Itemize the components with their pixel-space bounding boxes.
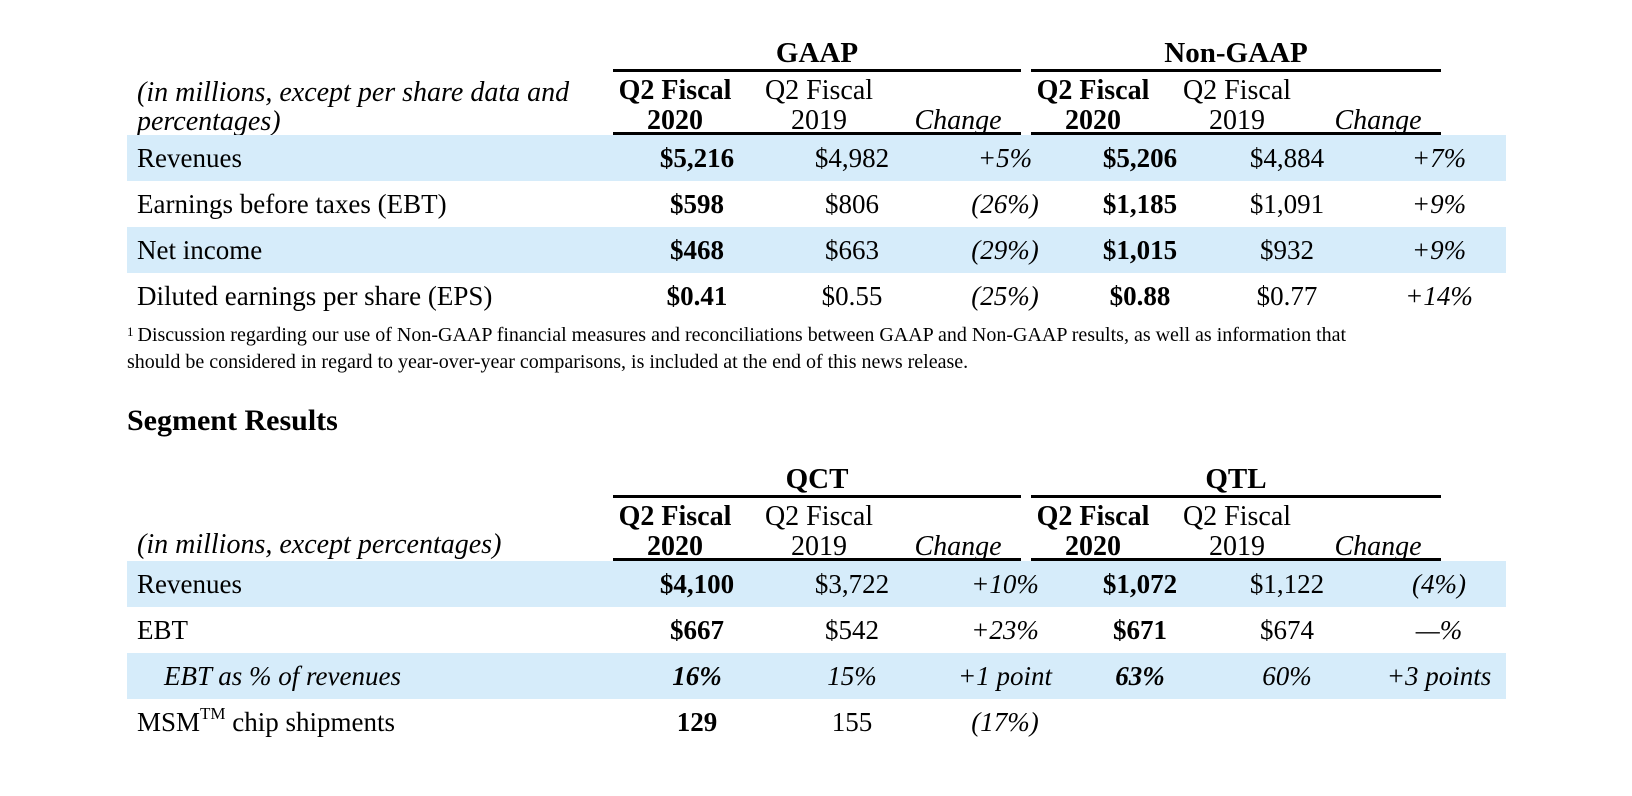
- cell-qct-2019: 155: [831, 707, 873, 737]
- header-rule-qtl: [1031, 558, 1441, 561]
- row-label: EBT as % of revenues: [164, 661, 401, 691]
- cell-nongaap-change: +9%: [1411, 235, 1467, 265]
- col-header-nongaap-q2-2020: Q2 Fiscal 2020: [1036, 75, 1150, 136]
- cell-gaap-change: (26%): [971, 189, 1039, 219]
- cell-gaap-2020: $0.41: [666, 281, 728, 311]
- cell-nongaap-2020: $1,185: [1102, 189, 1178, 219]
- row-label: Net income: [137, 235, 263, 265]
- cell-qtl-2019: $1,122: [1249, 569, 1325, 599]
- cell-gaap-2019: $806: [825, 189, 879, 219]
- cell-qct-2020: $667: [670, 615, 724, 645]
- group-rule-qtl: [1031, 495, 1441, 498]
- group-rule-qct: [613, 495, 1021, 498]
- col-header-qct-q2-2020: Q2 Fiscal 2020: [618, 501, 732, 562]
- row-label: Revenues: [137, 569, 242, 599]
- cell-gaap-change: +5%: [977, 143, 1033, 173]
- cell-gaap-2020: $468: [670, 235, 724, 265]
- cell-qtl-2019: [1217, 699, 1357, 745]
- col-header-qtl-q2-2019: Q2 Fiscal 2019: [1182, 501, 1292, 562]
- table-row: MSMTM chip shipments 129 155 (17%): [127, 699, 1506, 745]
- group-header-qct: QCT: [785, 463, 849, 495]
- gaap-results-table: GAAP Non-GAAP (in millions, except per s…: [127, 30, 1506, 320]
- footnote-line-1: 1 Discussion regarding our use of Non-GAA…: [127, 324, 1347, 346]
- cell-gaap-change: (25%): [971, 281, 1039, 311]
- row-label: MSMTM chip shipments: [137, 704, 396, 737]
- table-row: EBT $667 $542 +23% $671 $674 —%: [127, 607, 1506, 653]
- table-row: Earnings before taxes (EBT) $598 $806 (2…: [127, 181, 1506, 227]
- row-label: Diluted earnings per share (EPS): [137, 281, 493, 311]
- cell-nongaap-2020: $5,206: [1102, 143, 1178, 173]
- group-rule-non-gaap: [1031, 69, 1441, 72]
- cell-nongaap-2019: $932: [1260, 235, 1314, 265]
- cell-qct-2020: 129: [676, 707, 718, 737]
- cell-qtl-2020: 63%: [1115, 661, 1165, 691]
- table-row: Revenues $4,100 $3,722 +10% $1,072 $1,12…: [127, 561, 1506, 607]
- footnote-line-2: should be considered in regard to year-o…: [127, 351, 969, 373]
- col-header-gaap-q2-2020: Q2 Fiscal 2020: [618, 75, 732, 136]
- cell-nongaap-2019: $0.77: [1256, 281, 1318, 311]
- unit-label: (in millions, except percentages): [137, 529, 502, 560]
- cell-gaap-2019: $663: [825, 235, 879, 265]
- cell-nongaap-2019: $1,091: [1249, 189, 1325, 219]
- cell-qtl-2020: $1,072: [1102, 569, 1178, 599]
- cell-qct-change: +23%: [971, 615, 1039, 645]
- footnote: 1 Discussion regarding our use of Non-GAA…: [127, 322, 1427, 376]
- col-header-qtl-change: Change: [1334, 531, 1422, 562]
- cell-qtl-2020: $671: [1113, 615, 1167, 645]
- cell-qtl-change: +3 points: [1386, 661, 1492, 691]
- cell-nongaap-change: +9%: [1411, 189, 1467, 219]
- cell-nongaap-2020: $1,015: [1102, 235, 1178, 265]
- cell-qct-2020: $4,100: [659, 569, 735, 599]
- cell-gaap-2019: $0.55: [821, 281, 883, 311]
- table-row: Revenues $5,216 $4,982 +5% $5,206 $4,884…: [127, 135, 1506, 181]
- cell-gaap-2020: $5,216: [659, 143, 735, 173]
- table-row: EBT as % of revenues 16% 15% +1 point 63…: [127, 653, 1506, 699]
- row-label: Earnings before taxes (EBT): [137, 189, 447, 219]
- col-header-nongaap-change: Change: [1334, 105, 1422, 136]
- col-header-qct-q2-2019: Q2 Fiscal 2019: [764, 501, 874, 562]
- header-rule-qct: [613, 558, 1021, 561]
- section-title: Segment Results: [127, 404, 338, 437]
- cell-qtl-change: —%: [1415, 615, 1463, 645]
- group-header-non-gaap: Non-GAAP: [1164, 37, 1308, 69]
- table-row: Diluted earnings per share (EPS) $0.41 $…: [127, 273, 1506, 319]
- header-rule-non-gaap: [1031, 132, 1441, 135]
- cell-gaap-2019: $4,982: [814, 143, 890, 173]
- cell-qtl-change: (4%): [1412, 569, 1466, 599]
- group-header-gaap: GAAP: [775, 37, 859, 69]
- group-header-qtl: QTL: [1205, 463, 1267, 495]
- trademark-mark: TM: [200, 704, 226, 723]
- cell-nongaap-change: +14%: [1405, 281, 1473, 311]
- cell-qct-2019: $542: [825, 615, 879, 645]
- col-header-gaap-q2-2019: Q2 Fiscal 2019: [764, 75, 874, 136]
- col-header-gaap-change: Change: [914, 105, 1002, 136]
- cell-qtl-2019: $674: [1260, 615, 1314, 645]
- segment-results-table: QCT QTL (in millions, except percentages…: [127, 464, 1506, 764]
- cell-nongaap-2019: $4,884: [1249, 143, 1325, 173]
- cell-qtl-2020: [1075, 699, 1205, 745]
- row-label: Revenues: [137, 143, 242, 173]
- cell-qtl-2019: 60%: [1262, 661, 1312, 691]
- row-label: EBT: [137, 615, 188, 645]
- cell-gaap-2020: $598: [670, 189, 724, 219]
- cell-gaap-change: (29%): [971, 235, 1039, 265]
- unit-label: (in millions, except per share data and …: [137, 77, 570, 137]
- cell-qct-change: +1 point: [958, 661, 1052, 691]
- cell-qct-2019: 15%: [827, 661, 877, 691]
- cell-qtl-change: [1372, 699, 1506, 745]
- cell-nongaap-change: +7%: [1411, 143, 1467, 173]
- header-rule-gaap: [613, 132, 1021, 135]
- col-header-qct-change: Change: [914, 531, 1002, 562]
- cell-qct-change: (17%): [971, 707, 1039, 737]
- cell-qct-2020: 16%: [672, 661, 722, 691]
- group-rule-gaap: [613, 69, 1021, 72]
- table-row: Net income $468 $663 (29%) $1,015 $932 +…: [127, 227, 1506, 273]
- col-header-qtl-q2-2020: Q2 Fiscal 2020: [1036, 501, 1150, 562]
- footnote-marker: 1: [127, 324, 134, 339]
- cell-qct-2019: $3,722: [814, 569, 890, 599]
- col-header-nongaap-q2-2019: Q2 Fiscal 2019: [1182, 75, 1292, 136]
- cell-qct-change: +10%: [971, 569, 1039, 599]
- cell-nongaap-2020: $0.88: [1109, 281, 1171, 311]
